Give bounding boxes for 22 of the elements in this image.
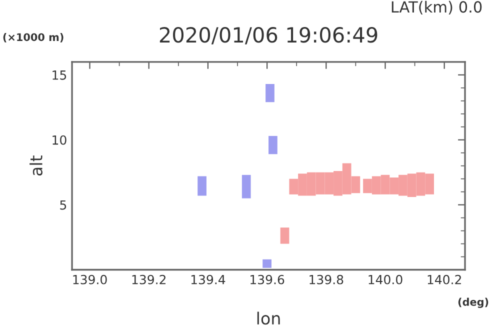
x-tick-label: 139.6 (250, 274, 284, 284)
bar (262, 259, 272, 268)
y-axis-title: alt (30, 156, 42, 176)
x-tick-label: 139.4 (191, 274, 226, 284)
y-tick-label: 15 (52, 70, 66, 80)
x-tick-label: 140.0 (368, 274, 402, 284)
text: (deg) (458, 298, 488, 308)
y-tick-label: 5 (60, 200, 66, 210)
bar (280, 228, 290, 244)
text: LAT(km) 0.0 (392, 0, 482, 15)
bar (268, 136, 278, 154)
x-tick-label: 139.0 (73, 274, 107, 284)
text: (×1000 m) (3, 33, 64, 42)
chart-title: 2020/01/06 19:06:49 (160, 26, 378, 44)
x-tick-label: 139.8 (310, 274, 344, 284)
bar (266, 84, 274, 102)
bar (242, 174, 251, 198)
x-axis-title: lon (257, 312, 280, 325)
x-tick-label: 140.2 (428, 274, 461, 284)
x-tick-label: 139.2 (132, 274, 166, 284)
bar (198, 176, 206, 196)
y-tick-label: 10 (52, 135, 66, 145)
